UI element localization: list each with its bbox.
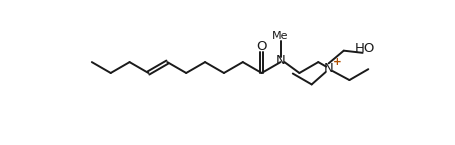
Text: +: + xyxy=(333,57,341,67)
Text: N: N xyxy=(276,54,285,67)
Text: N: N xyxy=(324,62,334,75)
Text: HO: HO xyxy=(355,42,375,55)
Text: Me: Me xyxy=(272,31,289,41)
Text: O: O xyxy=(257,40,267,53)
